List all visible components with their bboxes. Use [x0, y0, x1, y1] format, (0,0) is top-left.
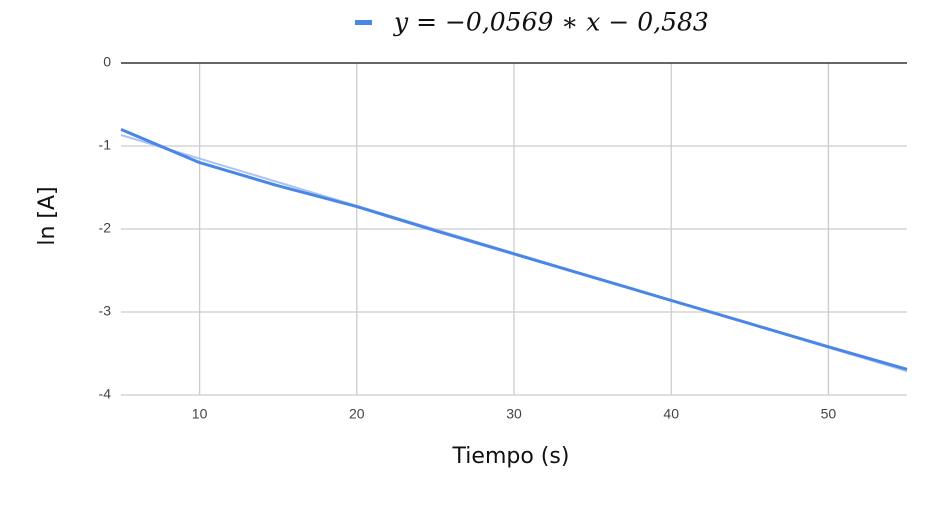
x-tick-label: 20 [349, 406, 365, 422]
y-tick-label: -2 [99, 220, 112, 236]
y-tick-label: -1 [99, 137, 112, 153]
x-axis-title: Tiempo (s) [452, 444, 570, 469]
y-tick-label: -3 [99, 303, 112, 319]
legend-swatch [355, 20, 372, 25]
y-tick-label: 0 [103, 54, 111, 70]
y-axis-title: ln [A] [35, 186, 60, 245]
x-tick-label: 30 [506, 406, 522, 422]
data-line [120, 128, 908, 371]
legend-text: y = −0,0569 ∗ x − 0,583 [393, 8, 709, 37]
x-tick-label: 10 [192, 406, 208, 422]
x-tick-label: 40 [663, 406, 679, 422]
y-tick-label: -4 [99, 386, 112, 402]
x-tick-label: 50 [821, 406, 837, 422]
